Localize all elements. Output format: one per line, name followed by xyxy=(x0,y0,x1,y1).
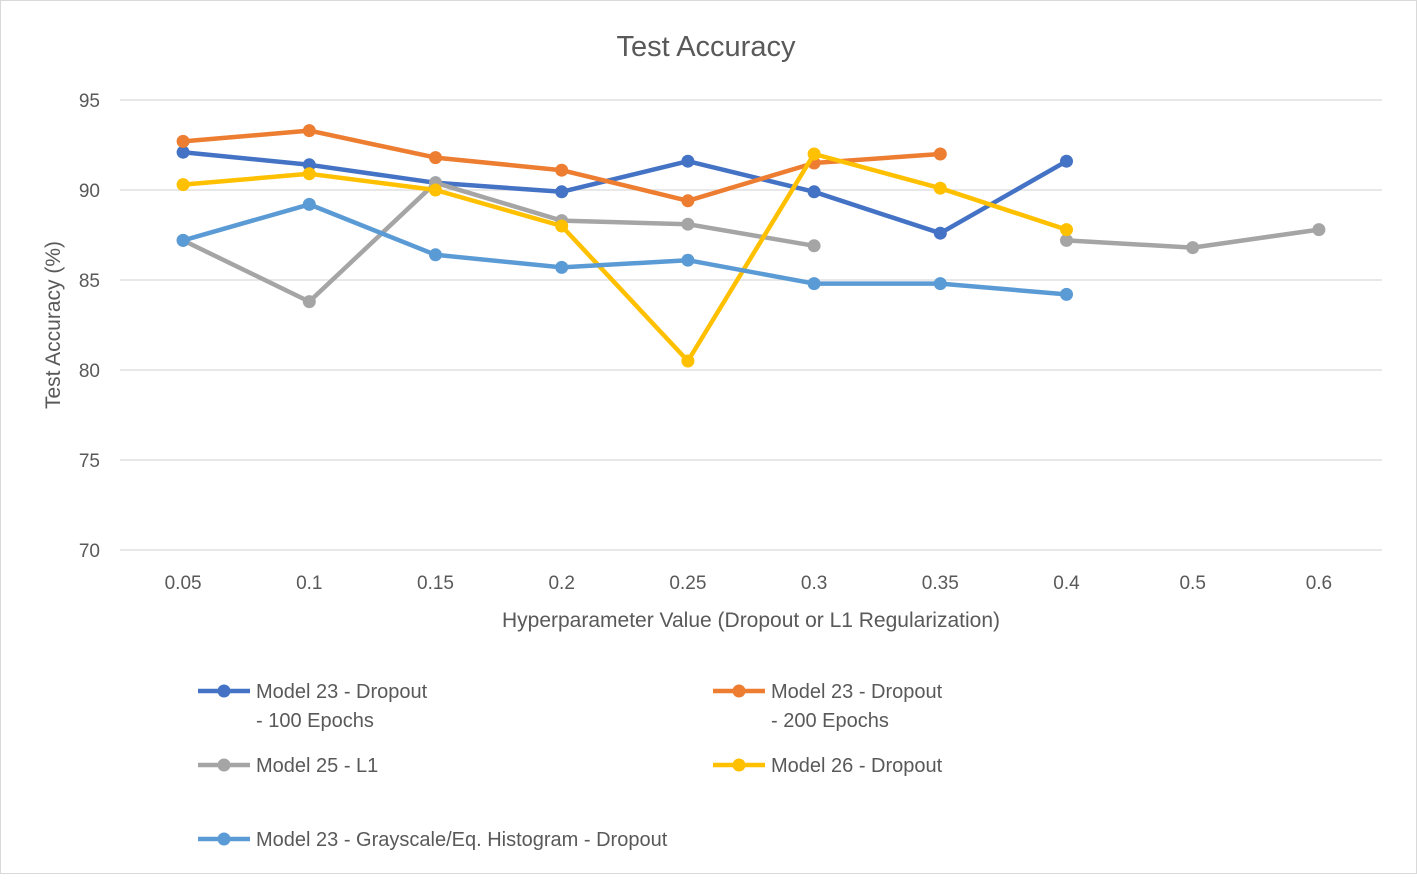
data-point xyxy=(807,147,821,161)
series-model-23-grayscale-eq-histogram-dropout xyxy=(176,197,1073,301)
y-tick-label: 95 xyxy=(79,91,100,112)
legend-swatch-marker xyxy=(217,758,231,772)
data-point xyxy=(555,163,569,177)
series-layer xyxy=(176,124,1326,368)
chart-title: Test Accuracy xyxy=(617,31,796,63)
data-point xyxy=(1312,223,1326,237)
series-line xyxy=(180,202,1069,297)
x-tick-label: 0.05 xyxy=(165,573,202,594)
data-point xyxy=(176,145,190,159)
legend-item-model-23-dropout-200-epochs: Model 23 - Dropout - 200 Epochs xyxy=(713,681,943,732)
data-point xyxy=(933,181,947,195)
data-point xyxy=(176,134,190,148)
legend-item-model-25-l1: Model 25 - L1 xyxy=(198,755,378,777)
data-point xyxy=(555,260,569,274)
data-point xyxy=(933,147,947,161)
y-axis-label: Test Accuracy (%) xyxy=(42,241,65,409)
data-point xyxy=(681,354,695,368)
data-point xyxy=(1060,223,1073,237)
data-point xyxy=(681,154,695,168)
legend-swatch-marker xyxy=(732,684,746,698)
y-tick-label: 90 xyxy=(79,181,100,202)
legend-label: Model 25 - L1 xyxy=(256,755,378,777)
y-tick-label: 75 xyxy=(79,451,100,472)
legend-label: - 200 Epochs xyxy=(771,710,889,732)
y-axis-ticks: 70 75 80 85 90 95 xyxy=(79,91,100,562)
data-point xyxy=(429,248,442,262)
legend-swatch-marker xyxy=(732,758,746,772)
data-point xyxy=(429,151,442,165)
data-point xyxy=(176,178,190,192)
legend-swatch-marker xyxy=(217,832,231,846)
legend-item-model-23-dropout-100-epochs: Model 23 - Dropout - 100 Epochs xyxy=(198,681,428,732)
data-point xyxy=(555,185,569,199)
data-point xyxy=(429,183,442,197)
data-point xyxy=(1060,233,1073,247)
data-point xyxy=(681,217,695,231)
legend-label: Model 23 - Dropout xyxy=(771,681,943,703)
y-tick-label: 80 xyxy=(79,361,100,382)
data-point xyxy=(302,124,316,138)
data-point xyxy=(681,194,695,208)
legend-label: Model 26 - Dropout xyxy=(771,755,943,777)
data-point xyxy=(933,277,947,291)
x-axis-ticks: 0.05 0.1 0.15 0.2 0.25 0.3 0.35 0.4 0.5 0.6 xyxy=(165,573,1333,594)
x-tick-label: 0.6 xyxy=(1306,573,1332,594)
data-point xyxy=(176,233,190,247)
legend-swatch-marker xyxy=(217,684,231,698)
data-point xyxy=(681,253,695,267)
series-model-26-dropout xyxy=(176,147,1073,368)
data-point xyxy=(302,167,316,181)
x-tick-label: 0.2 xyxy=(548,573,574,594)
data-point xyxy=(933,226,947,240)
data-point xyxy=(1060,287,1073,301)
x-tick-label: 0.25 xyxy=(669,573,706,594)
x-tick-label: 0.5 xyxy=(1179,573,1205,594)
data-point xyxy=(302,158,316,172)
legend-label: Model 23 - Grayscale/Eq. Histogram - Dro… xyxy=(256,829,668,851)
x-tick-label: 0.1 xyxy=(296,573,322,594)
data-point xyxy=(807,239,821,253)
data-point xyxy=(1186,241,1200,255)
y-tick-label: 70 xyxy=(79,541,100,562)
data-point xyxy=(302,295,316,309)
legend-item-model-23-grayscale-eq-histogram-dropout: Model 23 - Grayscale/Eq. Histogram - Dro… xyxy=(198,829,668,851)
data-point xyxy=(302,197,316,211)
data-point xyxy=(807,185,821,199)
series-line xyxy=(180,180,817,304)
data-point xyxy=(807,277,821,291)
data-point xyxy=(555,219,569,233)
data-point xyxy=(1060,154,1073,168)
legend-label: - 100 Epochs xyxy=(256,710,374,732)
series-line xyxy=(180,149,1069,236)
x-tick-label: 0.15 xyxy=(417,573,454,594)
x-tick-label: 0.3 xyxy=(801,573,827,594)
legend-item-model-26-dropout: Model 26 - Dropout xyxy=(713,755,943,777)
x-tick-label: 0.4 xyxy=(1053,573,1080,594)
x-tick-label: 0.35 xyxy=(922,573,959,594)
series-line xyxy=(180,151,1069,364)
x-axis-label: Hyperparameter Value (Dropout or L1 Regu… xyxy=(502,609,1000,632)
series-model-23-dropout-200-epochs xyxy=(176,124,947,208)
legend-label: Model 23 - Dropout xyxy=(256,681,428,703)
y-tick-label: 85 xyxy=(79,271,100,292)
